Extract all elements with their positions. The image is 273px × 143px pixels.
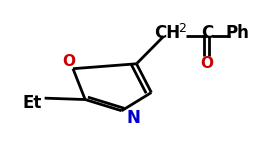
Text: 2: 2 (178, 22, 186, 34)
Text: C: C (201, 24, 213, 42)
Text: N: N (126, 110, 140, 127)
Text: CH: CH (155, 24, 181, 42)
Text: O: O (200, 56, 213, 71)
Text: Ph: Ph (226, 24, 250, 42)
Text: O: O (63, 54, 75, 69)
Text: Et: Et (23, 94, 42, 112)
